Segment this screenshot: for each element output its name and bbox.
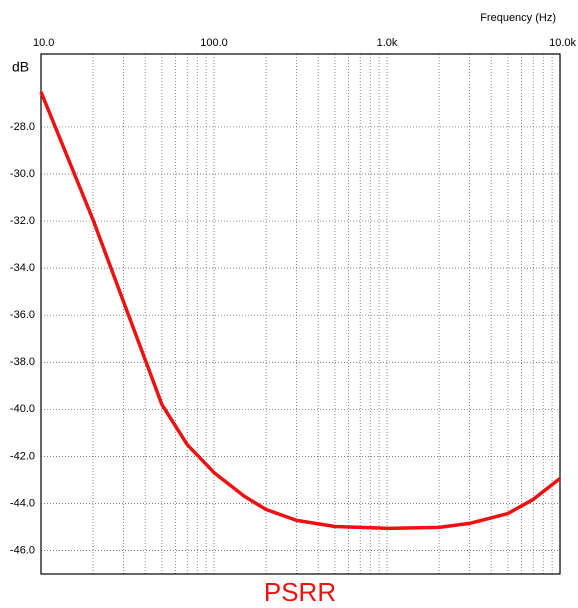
x-tick-label: 10.0 xyxy=(33,37,54,49)
x-axis-label: Frequency (Hz) xyxy=(480,12,556,24)
line-series xyxy=(39,91,562,531)
y-tick-label: -32.0 xyxy=(10,215,35,227)
y-tick-label: -44.0 xyxy=(10,497,35,509)
x-tick-label: 1.0k xyxy=(377,37,398,49)
y-tick-label: -30.0 xyxy=(10,168,35,180)
y-axis-label: dB xyxy=(12,59,29,75)
plot-frame xyxy=(40,53,561,575)
y-tick-label: -38.0 xyxy=(10,356,35,368)
x-tick-label: 10.0k xyxy=(549,37,576,49)
y-tick-label: -36.0 xyxy=(10,309,35,321)
y-tick-label: -34.0 xyxy=(10,262,35,274)
chart-title: PSRR xyxy=(264,577,336,607)
y-tick-label: -42.0 xyxy=(10,450,35,462)
x-tick-label: 100.0 xyxy=(200,37,228,49)
y-tick-label: -28.0 xyxy=(10,121,35,133)
y-tick-label: -40.0 xyxy=(10,403,35,415)
y-tick-label: -46.0 xyxy=(10,544,35,556)
